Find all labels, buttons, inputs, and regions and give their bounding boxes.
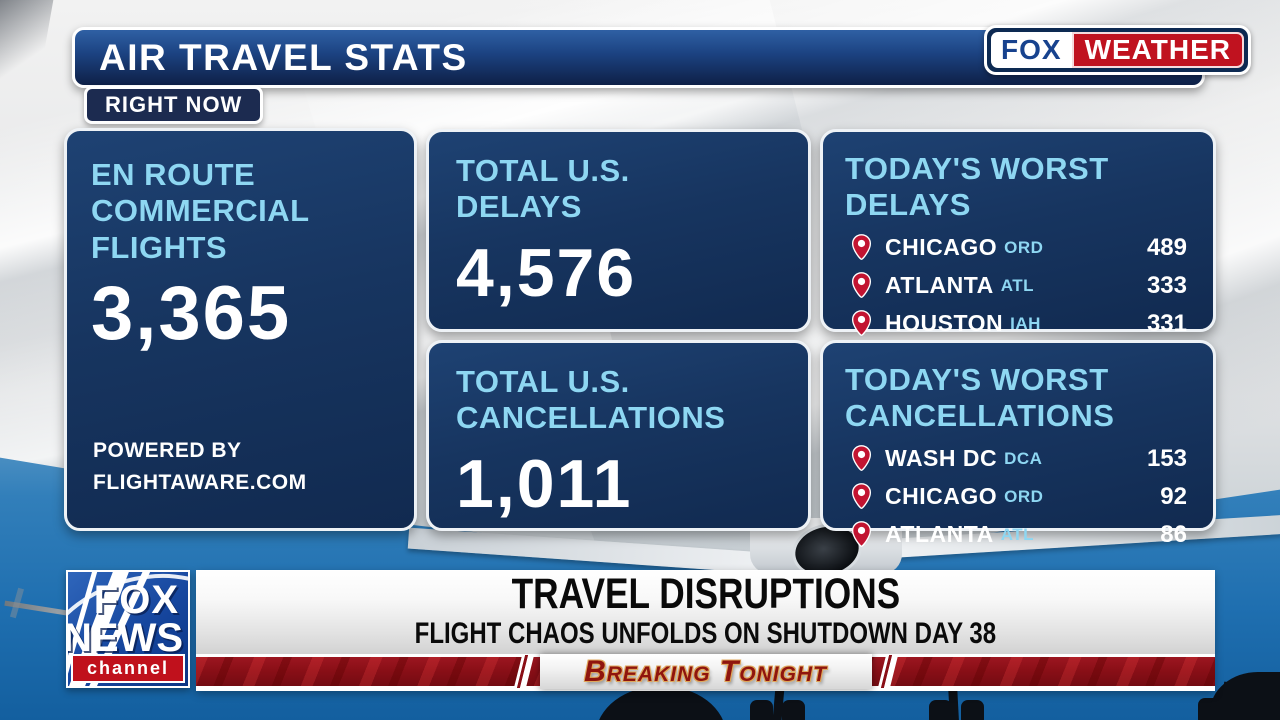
worst-cancellations-panel: TODAY'S WORST CANCELLATIONS WASH DC DCA … [820,340,1216,548]
delay-count: 331 [1146,309,1187,337]
breaking-flag-panel: Breaking Tonight [539,654,872,689]
breaking-strip: Breaking Tonight [196,654,1215,691]
headline-text: TRAVEL DISRUPTIONS [511,570,900,618]
city-label: CHICAGO [885,483,998,510]
subheadline-text: FLIGHT CHAOS UNFOLDS ON SHUTDOWN DAY 38 [414,617,997,650]
airport-code: ORD [1004,486,1044,506]
breaking-flag-text: Breaking Tonight [584,654,827,688]
airport-code: DCA [1004,448,1043,468]
right-now-badge: RIGHT NOW [84,86,264,124]
table-row: CHICAGO ORD 489 [845,234,1191,262]
fox-news-logo-channel: channel [71,654,185,683]
table-row: HOUSTON IAH 331 [845,310,1191,338]
fox-weather-logo: FOX WEATHER [984,25,1252,75]
worst-cancellations-rows: WASH DC DCA 153 CHICAGO ORD 92 ATLANTA A… [845,445,1191,549]
panel-title: EN ROUTE COMMERCIAL FLIGHTS [91,157,310,265]
page-title: AIR TRAVEL STATS [99,36,468,78]
city-label: ATLANTA [885,521,994,548]
airport-code: ATL [1000,275,1034,295]
total-delays-value: 4,576 [456,234,637,311]
map-pin-icon [851,445,872,472]
airport-code: ATL [1000,524,1034,544]
worst-delays-rows: CHICAGO ORD 489 ATLANTA ATL 333 HOUSTON … [845,234,1191,338]
total-cancellations-value: 1,011 [456,445,633,522]
city-label: WASH DC [885,445,998,472]
panel-title: TODAY'S WORST CANCELLATIONS [845,362,1115,434]
total-delays-panel: TOTAL U.S. DELAYS 4,576 [426,129,811,332]
map-pin-icon [851,310,872,337]
panel-title: TOTAL U.S. DELAYS [456,153,630,225]
airport-code: ORD [1004,237,1044,257]
en-route-flights-value: 3,365 [91,270,292,356]
worst-delays-panel: TODAY'S WORST DELAYS CHICAGO ORD 489 ATL… [820,129,1216,337]
cancellation-count: 86 [1160,520,1187,548]
city-label: CHICAGO [885,234,998,261]
delay-count: 489 [1146,233,1187,261]
cancellation-count: 153 [1146,444,1187,472]
panel-title: TOTAL U.S. CANCELLATIONS [456,364,726,436]
panel-title: TODAY'S WORST DELAYS [845,151,1109,223]
delay-count: 333 [1146,271,1187,299]
fox-logo-text: FOX [991,32,1072,68]
map-pin-icon [851,272,872,299]
map-pin-icon [851,234,872,261]
weather-logo-text: WEATHER [1071,32,1245,68]
headline-area: TRAVEL DISRUPTIONS FLIGHT CHAOS UNFOLDS … [196,570,1215,654]
table-row: CHICAGO ORD 92 [845,483,1191,511]
subheadline-line: FLIGHT CHAOS UNFOLDS ON SHUTDOWN DAY 38 [196,617,1215,650]
table-row: WASH DC DCA 153 [845,445,1191,473]
landing-gear-silhouette [782,700,805,720]
total-cancellations-panel: TOTAL U.S. CANCELLATIONS 1,011 [426,340,811,531]
landing-gear-silhouette [961,700,984,720]
lower-third-banner: TRAVEL DISRUPTIONS FLIGHT CHAOS UNFOLDS … [196,570,1215,691]
fox-news-logo-news: NEWS [66,616,183,660]
powered-by-attribution: POWERED BY FLIGHTAWARE.COM [93,438,307,495]
en-route-flights-panel: EN ROUTE COMMERCIAL FLIGHTS 3,365 POWERE… [64,128,417,531]
landing-gear-silhouette [750,700,773,720]
fox-news-logo-fox: FOX [93,578,179,622]
headline-line: TRAVEL DISRUPTIONS [196,571,1215,617]
corner-shadow [0,0,56,99]
city-label: HOUSTON [885,310,1004,337]
landing-gear-silhouette [929,700,952,720]
city-label: ATLANTA [885,272,994,299]
airport-code: IAH [1010,313,1041,333]
map-pin-icon [851,483,872,510]
map-pin-icon [851,521,872,548]
fox-news-channel-logo: FOX NEWS channel [66,570,190,688]
table-row: ATLANTA ATL 86 [845,521,1191,549]
table-row: ATLANTA ATL 333 [845,272,1191,300]
cancellation-count: 92 [1160,482,1187,510]
